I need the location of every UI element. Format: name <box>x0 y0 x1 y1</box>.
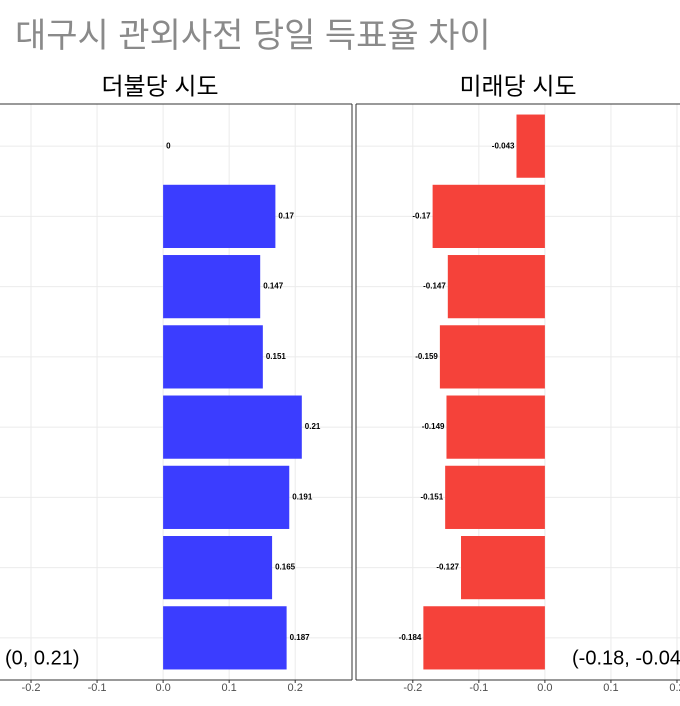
x-tick-label: -0.2 <box>403 682 422 694</box>
x-tick-label: -0.2 <box>22 682 41 694</box>
bar <box>445 465 545 529</box>
bar <box>163 255 261 319</box>
chart-title: 대구시 관외사전 당일 득표율 차이 <box>15 17 491 55</box>
bar <box>461 536 545 600</box>
x-tick-label: -0.1 <box>469 682 488 694</box>
value-label: 0.21 <box>305 422 321 431</box>
annotation: (-0.18, -0.04 <box>572 647 680 669</box>
value-label: -0.147 <box>423 282 446 291</box>
value-label: -0.151 <box>420 492 443 501</box>
value-label: -0.149 <box>422 422 445 431</box>
x-tick-label: 0.0 <box>537 682 552 694</box>
x-tick-label: 0.2 <box>288 682 303 694</box>
value-label: -0.184 <box>399 633 422 642</box>
bar <box>163 325 263 389</box>
bar <box>163 606 287 670</box>
value-label: 0.17 <box>278 211 294 220</box>
bar <box>163 184 276 248</box>
bar <box>163 536 273 600</box>
bar <box>516 114 545 178</box>
bar <box>163 395 302 459</box>
bar <box>423 606 545 670</box>
bar <box>432 184 545 248</box>
value-label: -0.043 <box>492 141 515 150</box>
x-tick-label: -0.1 <box>88 682 107 694</box>
bar <box>439 325 545 389</box>
bar <box>163 465 290 529</box>
x-tick-label: 0.0 <box>155 682 170 694</box>
value-label: -0.127 <box>436 563 459 572</box>
annotation: (0, 0.21) <box>5 647 79 669</box>
x-tick-label: 0.2 <box>669 682 680 694</box>
value-label: 0.147 <box>263 282 284 291</box>
bar <box>446 395 545 459</box>
value-label: 0.191 <box>292 492 313 501</box>
value-label: 0 <box>166 141 171 150</box>
value-label: -0.17 <box>412 211 431 220</box>
panel-title: 더불당 시도 <box>101 73 218 100</box>
x-tick-label: 0.1 <box>603 682 618 694</box>
panel-title: 미래당 시도 <box>459 73 576 100</box>
bar <box>447 255 545 319</box>
x-tick-label: 0.1 <box>222 682 237 694</box>
value-label: -0.159 <box>415 352 438 361</box>
value-label: 0.151 <box>266 352 287 361</box>
value-label: 0.165 <box>275 563 296 572</box>
value-label: 0.187 <box>290 633 311 642</box>
